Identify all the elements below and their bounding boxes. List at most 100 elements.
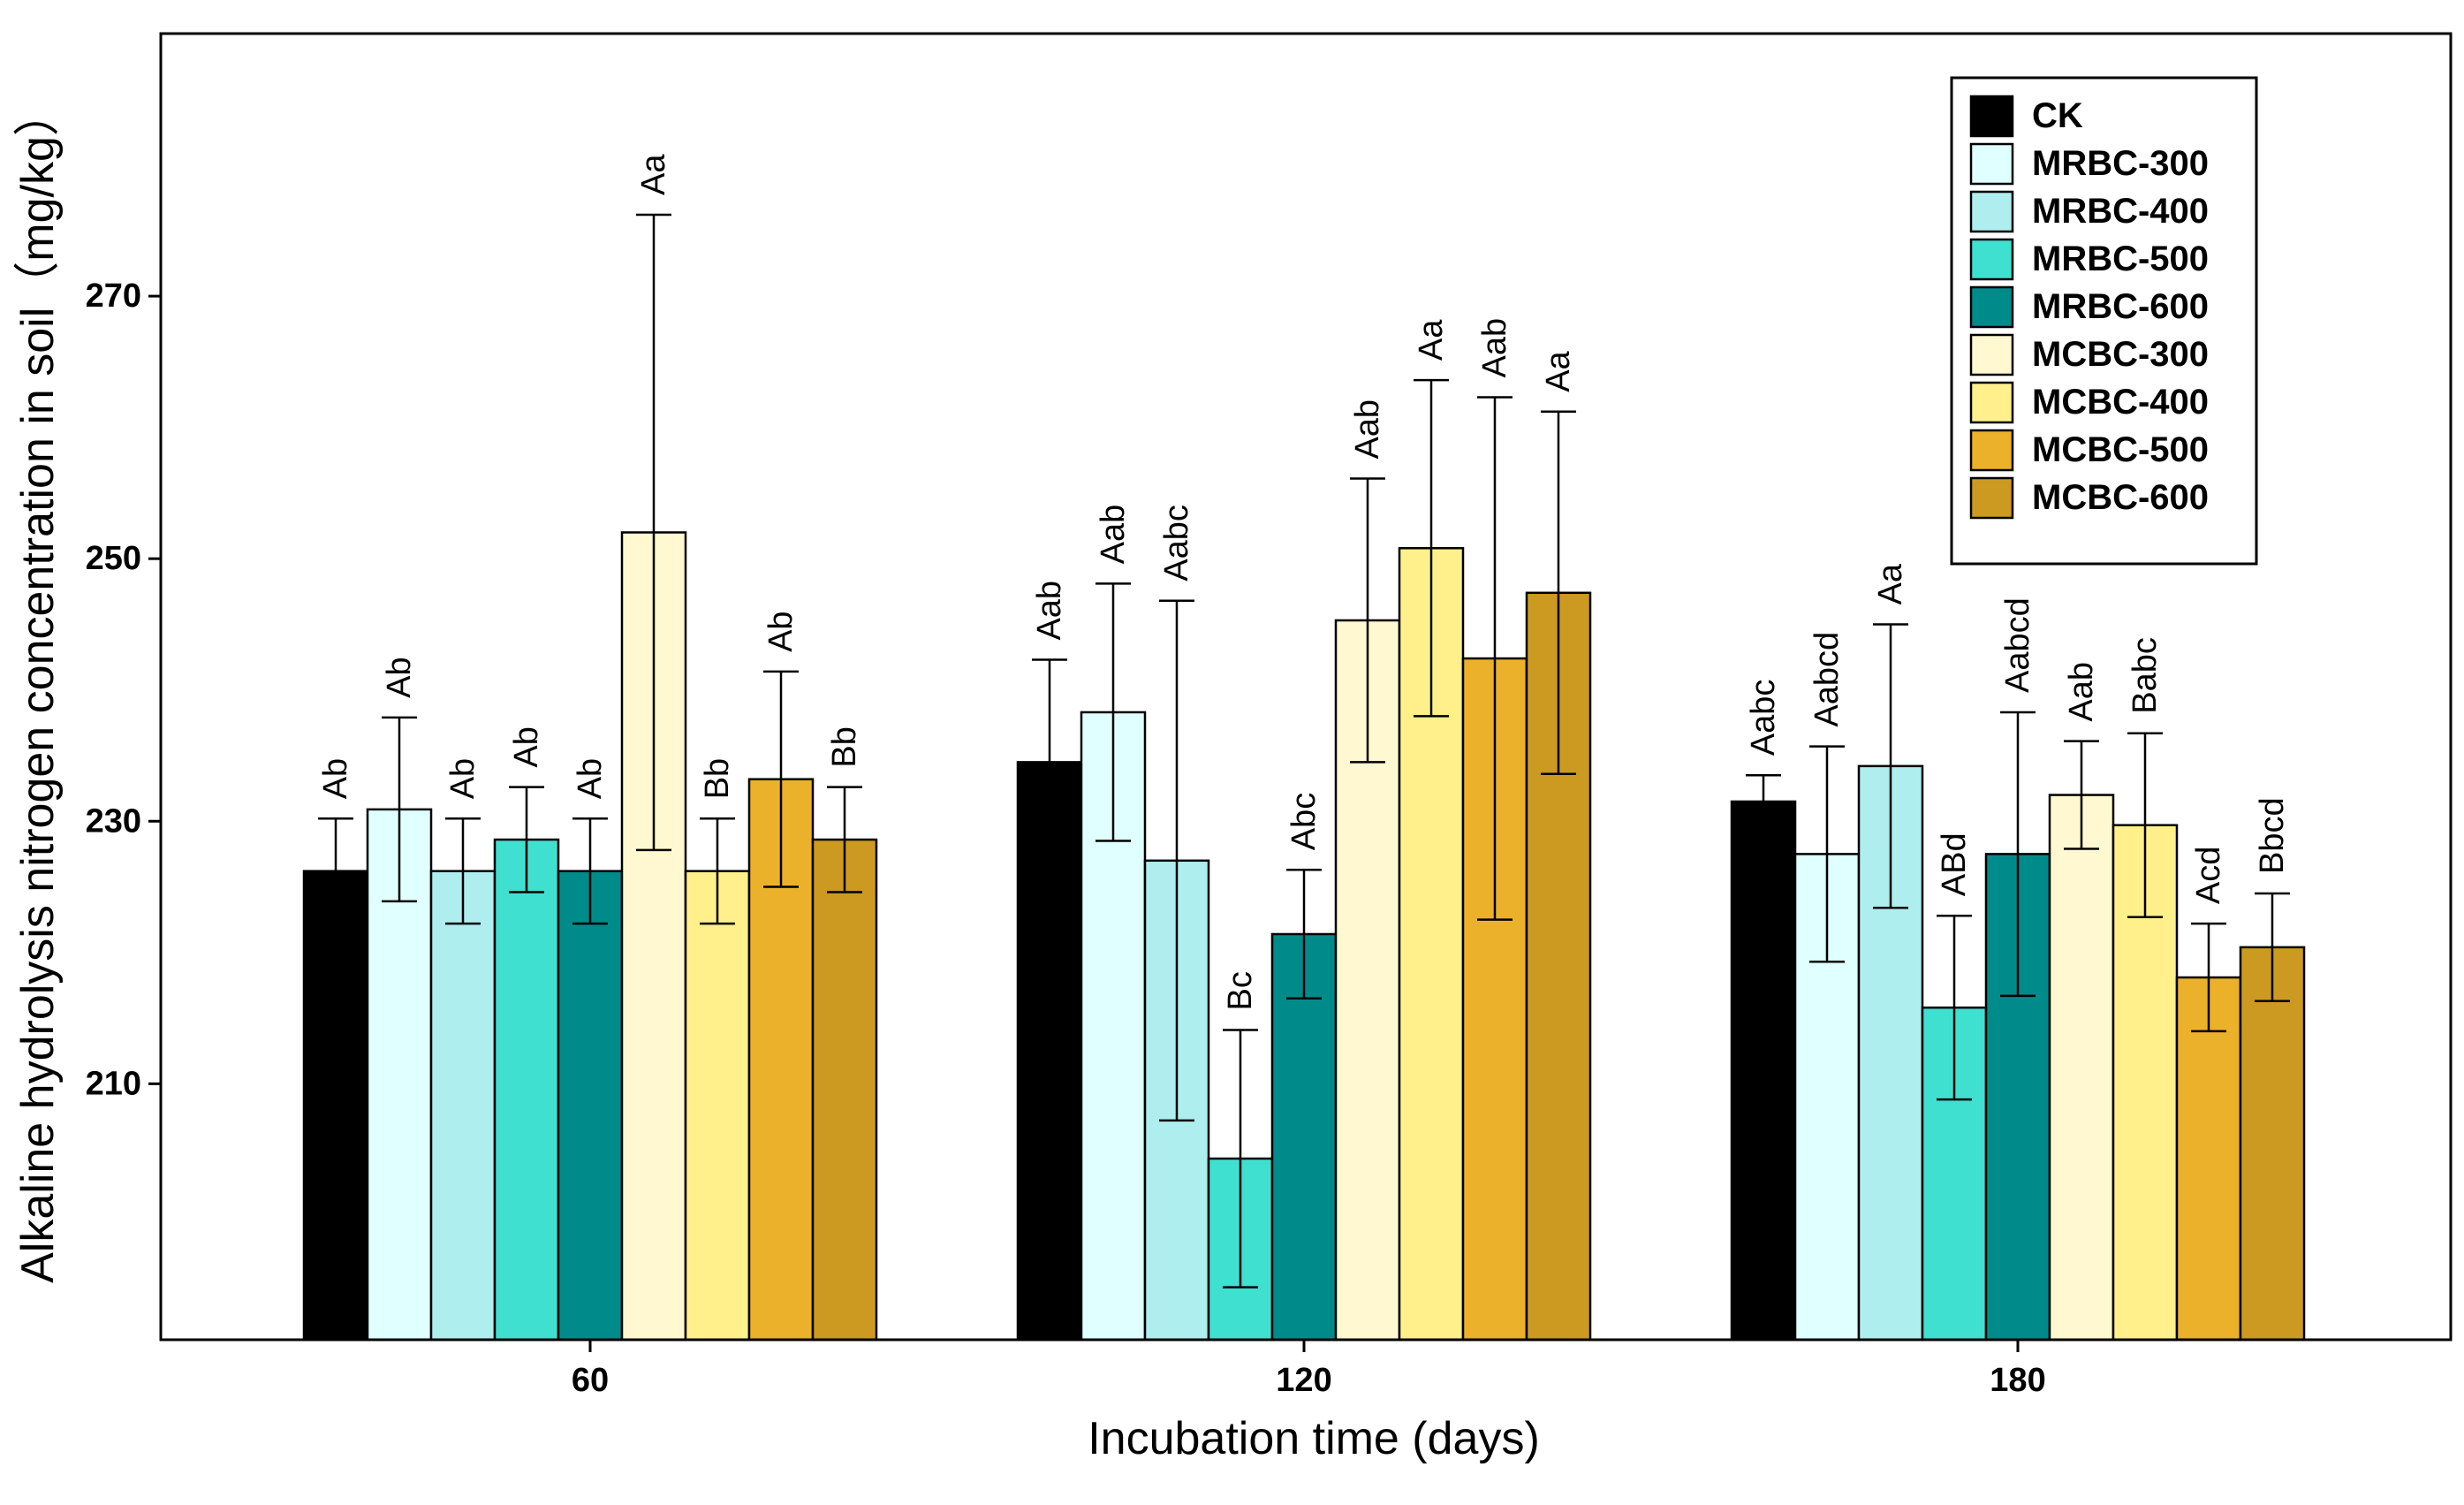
y-tick-label: 270 — [86, 277, 141, 315]
legend-label: MCBC-300 — [2032, 335, 2209, 374]
significance-label-mcbc-500-120: Aab — [1476, 318, 1513, 378]
legend-swatch — [1969, 429, 2014, 472]
y-axis-title: Alkaline hydrolysis nitrogen concentrati… — [12, 90, 64, 1283]
error-bar-mrbc-300-60 — [382, 716, 417, 903]
error-bar-ck-120 — [1032, 658, 1067, 866]
legend-swatch — [1969, 142, 2014, 186]
significance-label-mrbc-600-60: Ab — [572, 758, 609, 799]
y-tick-label: 210 — [86, 1065, 141, 1102]
bar-mcbc-300-180 — [2048, 794, 2115, 1342]
legend-swatch — [1969, 238, 2014, 281]
error-bar-mcbc-400-60 — [700, 817, 735, 925]
legend-label: MCBC-400 — [2032, 383, 2209, 422]
significance-label-mcbc-300-180: Aab — [2063, 662, 2100, 722]
significance-label-ck-180: Aabc — [1745, 680, 1782, 756]
error-bar-mrbc-400-180 — [1873, 623, 1908, 909]
error-bar-mrbc-500-120 — [1223, 1029, 1258, 1288]
significance-labels-layer: Ab Aab Aabc Ab Aab Aabcd Ab Aabc Aa Ab Bc ABd Ab Abc A… — [317, 154, 2291, 1011]
error-bar-mrbc-500-60 — [509, 786, 544, 893]
error-bar-mrbc-600-120 — [1286, 868, 1322, 1000]
error-bar-mcbc-600-180 — [2255, 892, 2290, 1003]
legend-label: MCBC-600 — [2032, 478, 2209, 517]
x-axis: 60 120 180 — [572, 1340, 2046, 1399]
error-bar-ck-180 — [1746, 774, 1781, 829]
legend: CK MRBC-300 MRBC-400 MRBC-500 MRBC-600 MCBC-3… — [1950, 76, 2258, 566]
significance-label-mcbc-300-60: Aa — [635, 154, 672, 195]
significance-label-mrbc-400-120: Aabc — [1158, 505, 1195, 581]
significance-label-ck-120: Aab — [1031, 581, 1068, 641]
x-tick-label: 120 — [1276, 1362, 1331, 1399]
legend-swatch — [1969, 381, 2014, 424]
legend-swatch — [1969, 95, 2014, 138]
error-bar-mcbc-500-180 — [2191, 922, 2226, 1033]
significance-label-mrbc-500-60: Ab — [508, 726, 545, 767]
significance-label-mcbc-400-60: Bb — [699, 758, 736, 799]
bar-ck-60 — [302, 870, 369, 1342]
error-bar-mrbc-400-60 — [445, 817, 481, 925]
error-bar-mcbc-400-180 — [2127, 732, 2163, 918]
error-bar-mcbc-500-120 — [1477, 396, 1513, 921]
plot-frame — [159, 32, 2453, 1342]
legend-item-mcbc-400: MCBC-400 — [1969, 381, 2209, 424]
legend-swatch — [1969, 333, 2014, 376]
error-bar-mrbc-400-120 — [1159, 599, 1194, 1122]
bar-ck-180 — [1730, 800, 1797, 1342]
legend-label: MRBC-500 — [2032, 239, 2209, 278]
bar-mrbc-400-60 — [429, 870, 497, 1342]
error-bar-ck-60 — [318, 817, 353, 925]
legend-label: CK — [2032, 96, 2083, 135]
significance-label-mrbc-500-180: ABd — [1936, 832, 1973, 896]
error-bars-layer — [318, 213, 2290, 1288]
x-axis-title: Incubation time (days) — [1088, 1413, 1540, 1464]
significance-label-mcbc-400-180: Babc — [2127, 637, 2164, 714]
bar-mcbc-600-180 — [2239, 946, 2306, 1342]
significance-label-mcbc-500-180: Acd — [2190, 847, 2227, 904]
error-bar-mcbc-500-60 — [763, 670, 799, 888]
bar-mcbc-400-60 — [684, 870, 751, 1342]
legend-item-mrbc-500: MRBC-500 — [1969, 238, 2209, 281]
error-bar-mcbc-400-120 — [1414, 378, 1449, 718]
significance-label-mcbc-300-120: Aab — [1349, 399, 1386, 460]
bar-mrbc-500-60 — [493, 838, 560, 1342]
error-bar-mcbc-300-180 — [2064, 740, 2099, 850]
legend-item-mcbc-300: MCBC-300 — [1969, 333, 2209, 376]
legend-swatch — [1969, 476, 2014, 520]
error-bar-mcbc-600-120 — [1541, 410, 1576, 776]
significance-label-mrbc-600-180: Aabcd — [1999, 597, 2036, 693]
significance-label-mrbc-600-120: Abc — [1285, 793, 1323, 850]
significance-label-mrbc-300-120: Aab — [1095, 505, 1132, 565]
legend-swatch — [1969, 190, 2014, 233]
y-tick-label: 230 — [86, 802, 141, 840]
significance-label-mcbc-600-180: Bbcd — [2254, 797, 2291, 874]
error-bar-mrbc-600-60 — [572, 817, 608, 925]
legend-item-mrbc-600: MRBC-600 — [1969, 285, 2209, 329]
significance-label-mrbc-400-180: Aa — [1872, 563, 1909, 604]
significance-label-mrbc-400-60: Ab — [444, 758, 481, 799]
significance-label-mrbc-300-180: Aabcd — [1808, 632, 1846, 727]
significance-label-mrbc-300-60: Ab — [381, 657, 418, 697]
significance-label-mcbc-400-120: Aa — [1413, 319, 1450, 361]
bar-mrbc-600-60 — [557, 870, 624, 1342]
error-bar-mcbc-600-60 — [827, 786, 862, 893]
significance-label-mcbc-600-60: Bb — [826, 726, 863, 767]
legend-swatch — [1969, 285, 2014, 329]
legend-label: MRBC-300 — [2032, 144, 2209, 183]
y-tick-label: 250 — [86, 540, 141, 577]
error-bar-mcbc-300-120 — [1350, 477, 1385, 764]
x-tick-label: 60 — [572, 1362, 609, 1399]
legend-item-mrbc-300: MRBC-300 — [1969, 142, 2209, 186]
error-bar-mrbc-300-120 — [1096, 582, 1131, 842]
significance-label-mcbc-600-120: Aa — [1540, 350, 1577, 391]
bar-mcbc-600-60 — [811, 838, 878, 1342]
legend-label: MCBC-500 — [2032, 430, 2209, 469]
error-bar-mrbc-500-180 — [1937, 914, 1972, 1101]
significance-label-mcbc-500-60: Ab — [762, 611, 800, 651]
error-bar-mrbc-600-180 — [2000, 711, 2036, 998]
legend-item-mrbc-400: MRBC-400 — [1969, 190, 2209, 233]
legend-item-mcbc-600: MCBC-600 — [1969, 476, 2209, 520]
bar-mcbc-500-180 — [2175, 976, 2242, 1342]
legend-item-ck: CK — [1969, 95, 2083, 138]
significance-label-mrbc-500-120: Bc — [1222, 971, 1259, 1010]
significance-label-ck-60: Ab — [317, 758, 354, 799]
